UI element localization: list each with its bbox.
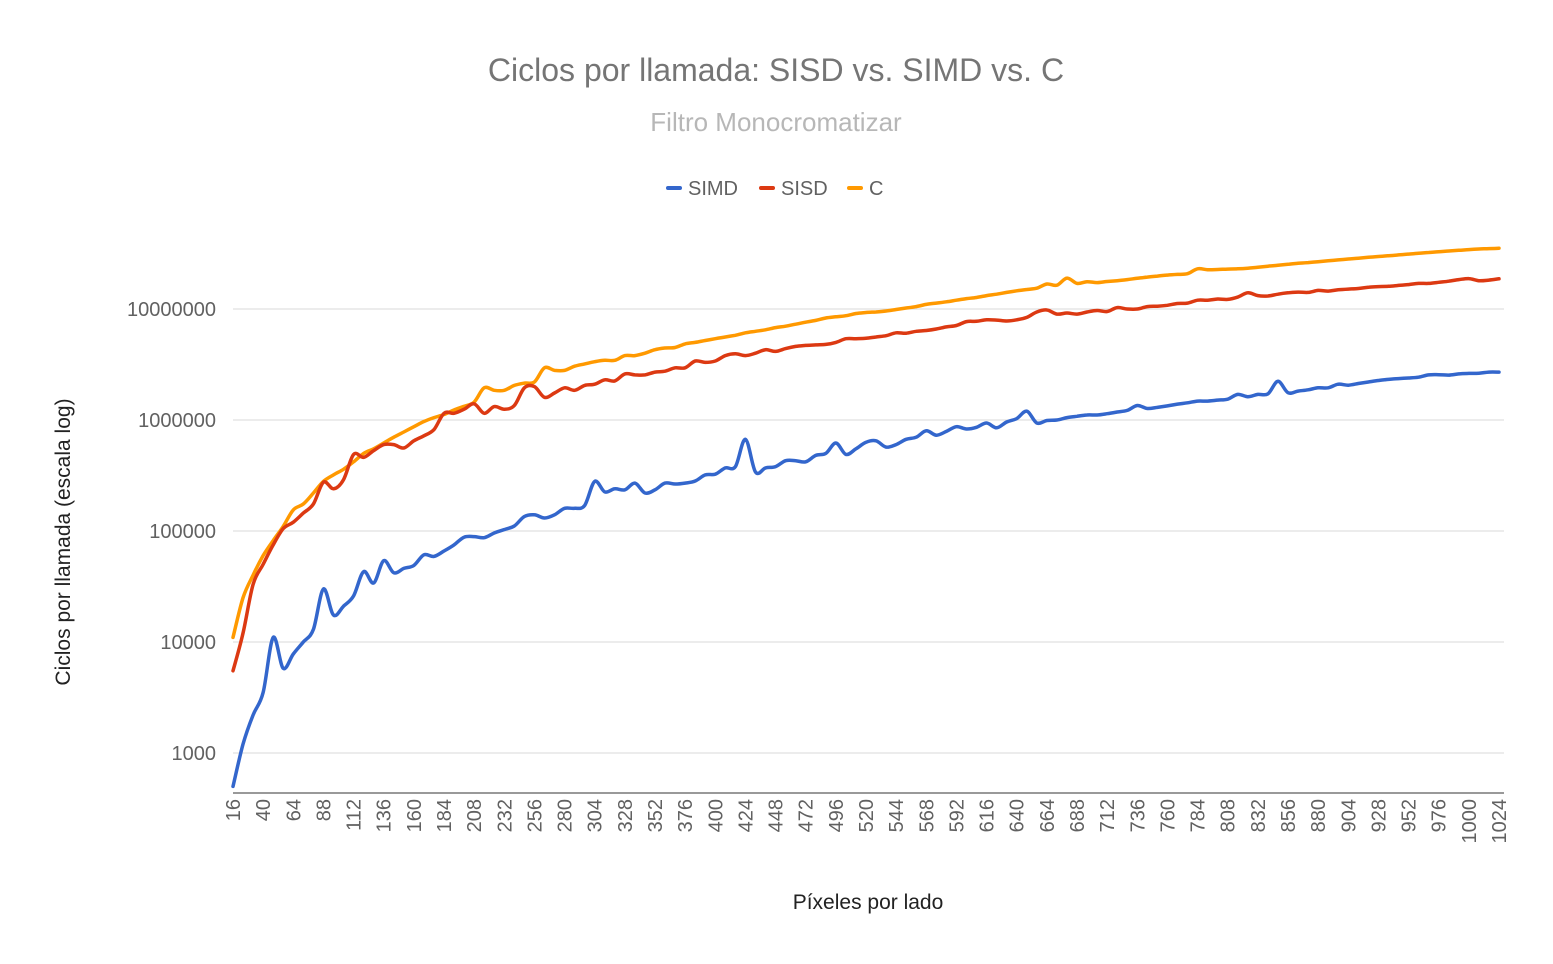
x-tick-label: 568 [916, 799, 938, 832]
y-tick-label: 10000 [160, 632, 216, 654]
x-tick-label: 400 [705, 799, 727, 832]
x-tick-label: 184 [434, 799, 456, 832]
x-tick-label: 784 [1188, 799, 1210, 832]
x-tick-label: 472 [796, 799, 818, 832]
legend-label-simd: SIMD [688, 178, 738, 200]
x-tick-label: 448 [766, 799, 788, 832]
x-tick-label: 136 [374, 799, 396, 832]
x-tick-label: 808 [1218, 799, 1240, 832]
x-tick-label: 856 [1278, 799, 1300, 832]
x-tick-label: 592 [946, 799, 968, 832]
x-tick-label: 544 [886, 799, 908, 832]
series-lines [231, 246, 1501, 789]
x-tick-label: 736 [1127, 799, 1149, 832]
x-tick-label: 112 [344, 799, 366, 831]
series-line-simd [231, 370, 1501, 789]
x-tick-label: 880 [1308, 799, 1330, 832]
x-tick-label: 904 [1338, 799, 1360, 832]
x-tick-label: 352 [645, 799, 667, 832]
x-tick-label: 424 [735, 799, 757, 832]
x-tick-label: 328 [615, 799, 637, 832]
x-tick-label: 688 [1067, 799, 1089, 832]
x-tick-label: 376 [675, 799, 697, 832]
x-tick-label: 664 [1037, 799, 1059, 832]
x-tick-label: 760 [1157, 799, 1179, 832]
x-tick-label: 832 [1248, 799, 1270, 832]
legend-label-sisd: SISD [781, 178, 828, 200]
x-tick-label: 1024 [1489, 799, 1511, 844]
x-axis-ticks: 16 40 64 88 112 136 160 184 208 232 256 280 304 328 35… [223, 799, 1511, 844]
x-tick-label: 304 [585, 799, 607, 832]
legend: SIMD SISD C [666, 178, 883, 200]
x-tick-label: 616 [977, 799, 999, 832]
chart-title: Ciclos por llamada: SISD vs. SIMD vs. C [488, 52, 1064, 88]
x-tick-label: 16 [223, 799, 245, 821]
legend-label-c: C [869, 178, 883, 200]
y-tick-label: 1000 [172, 743, 217, 765]
x-tick-label: 496 [826, 799, 848, 832]
x-tick-label: 280 [555, 799, 577, 832]
x-tick-label: 520 [856, 799, 878, 832]
series-line-sisd [231, 276, 1501, 673]
y-tick-label: 1000000 [138, 410, 216, 432]
x-tick-label: 640 [1007, 799, 1029, 832]
x-tick-label: 976 [1429, 799, 1451, 832]
x-axis-label: Píxeles por lado [793, 891, 944, 914]
y-tick-label: 10000000 [127, 299, 216, 321]
x-tick-label: 40 [253, 799, 275, 821]
chart-subtitle: Filtro Monocromatizar [650, 107, 902, 137]
x-tick-label: 64 [283, 799, 305, 821]
gridlines [233, 308, 1504, 754]
y-axis-ticks: 1000 10000 100000 1000000 10000000 [127, 299, 216, 765]
x-tick-label: 88 [313, 799, 335, 821]
x-tick-label: 208 [464, 799, 486, 832]
x-tick-label: 712 [1097, 799, 1119, 832]
x-tick-label: 952 [1399, 799, 1421, 832]
x-tick-label: 928 [1368, 799, 1390, 832]
x-tick-label: 232 [494, 799, 516, 832]
x-tick-label: 160 [404, 799, 426, 832]
x-tick-label: 256 [524, 799, 546, 832]
x-tick-label: 1000 [1459, 799, 1481, 844]
y-axis-label: Ciclos por llamada (escala log) [52, 398, 75, 685]
y-tick-label: 100000 [149, 521, 216, 543]
